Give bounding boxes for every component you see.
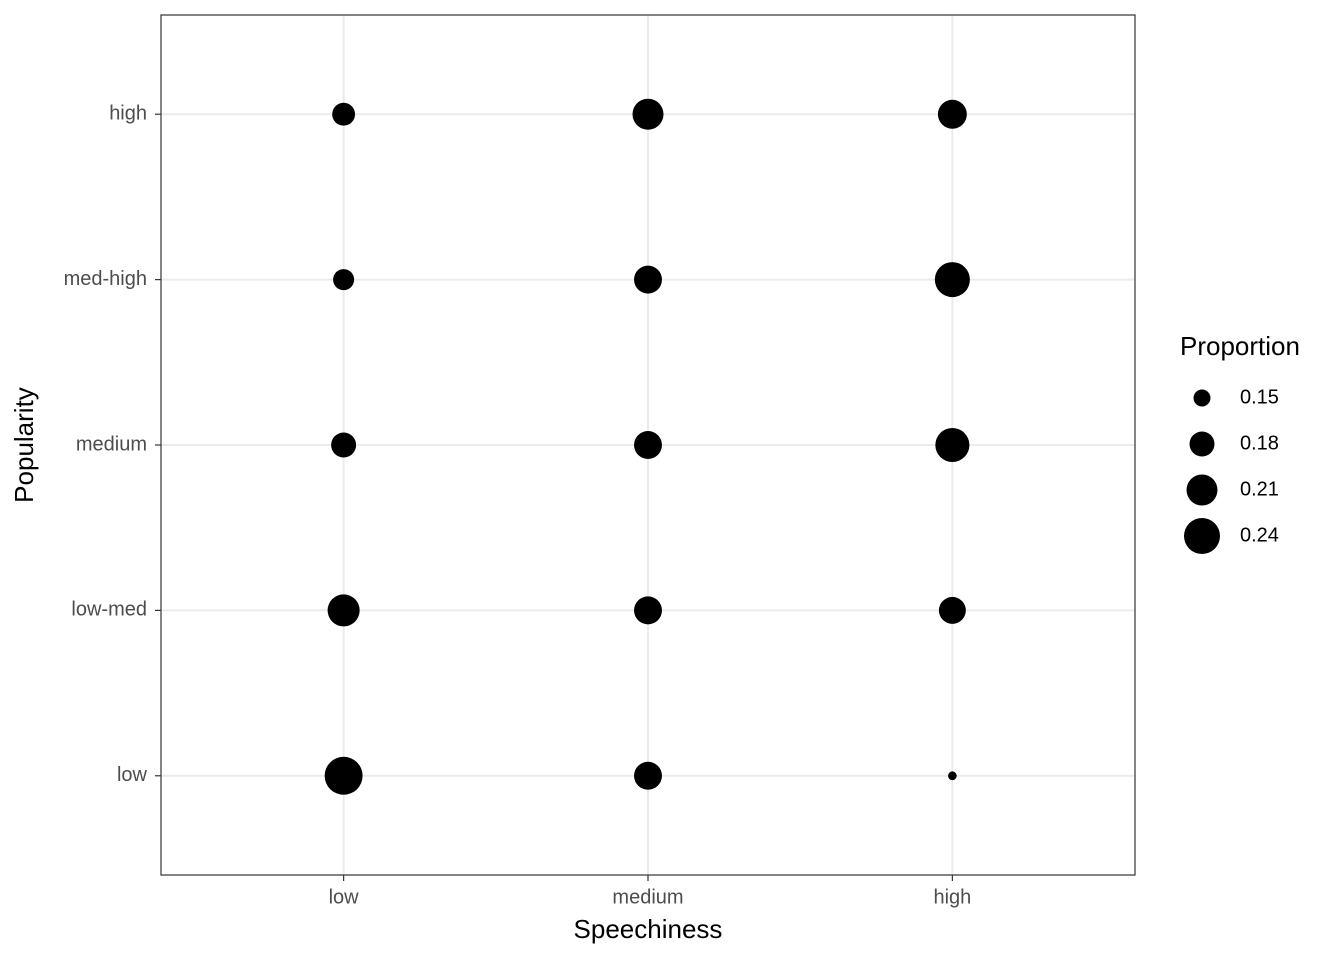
legend-key xyxy=(1189,431,1215,457)
bubble xyxy=(938,596,966,624)
bubble xyxy=(632,98,664,130)
x-tick-label: low xyxy=(329,886,360,908)
bubble xyxy=(937,99,967,129)
legend-key xyxy=(1193,389,1211,407)
legend-label: 0.24 xyxy=(1240,524,1279,546)
bubble xyxy=(324,756,363,795)
bubble xyxy=(634,761,662,790)
legend-label: 0.15 xyxy=(1240,386,1279,408)
y-tick-label: med-high xyxy=(64,268,147,290)
legend-label: 0.18 xyxy=(1240,432,1279,454)
bubble xyxy=(634,265,662,294)
bubble xyxy=(934,262,970,298)
y-tick-label: medium xyxy=(76,433,147,455)
legend-label: 0.21 xyxy=(1240,478,1279,500)
x-tick-label: medium xyxy=(612,886,683,908)
bubble xyxy=(935,427,970,463)
y-tick-label: high xyxy=(109,103,147,125)
legend-title: Proportion xyxy=(1180,331,1300,361)
bubble xyxy=(333,269,355,291)
bubble xyxy=(948,771,957,781)
y-axis-title: Popularity xyxy=(9,387,39,503)
y-tick-label: low xyxy=(117,764,148,786)
bubble xyxy=(327,594,360,627)
y-tick-label: low-med xyxy=(71,599,147,621)
bubble xyxy=(634,596,662,625)
x-axis-title: Speechiness xyxy=(574,914,723,944)
x-tick-label: high xyxy=(933,886,971,908)
bubble xyxy=(634,431,662,459)
bubble xyxy=(332,102,356,126)
legend-key xyxy=(1186,474,1218,506)
marks xyxy=(324,98,970,795)
bubble xyxy=(331,432,357,458)
legend-key xyxy=(1184,518,1220,554)
